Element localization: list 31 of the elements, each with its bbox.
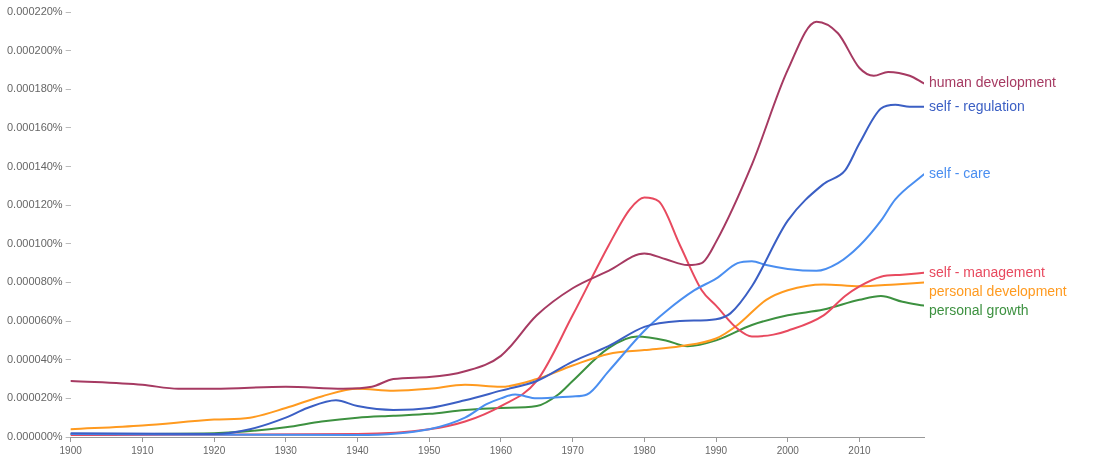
y-tick-label: 0.000180%: [6, 82, 63, 95]
line-series: [70, 20, 924, 390]
x-tick-label: 1900: [59, 444, 83, 456]
x-tick-label: 1940: [346, 444, 370, 456]
series-label: self - management: [929, 263, 1046, 280]
x-tick-label: 1980: [633, 444, 656, 456]
y-tick-label: 0.000100%: [6, 236, 63, 249]
x-tick-label: 1920: [202, 444, 226, 456]
x-tick-label: 1990: [704, 444, 728, 456]
y-tick-label: 0.000060%: [6, 314, 63, 327]
series-label: self - regulation: [929, 97, 1025, 114]
y-tick-label: 0.000120%: [6, 198, 63, 211]
y-tick-label: 0.000040%: [6, 352, 63, 365]
x-tick-label: 2010: [848, 444, 872, 456]
x-tick-label: 2000: [776, 444, 800, 456]
series-label: human development: [929, 74, 1056, 91]
x-tick-label: 1910: [131, 444, 154, 456]
x-tick-label: 1970: [561, 444, 585, 456]
series-label: personal growth: [929, 301, 1029, 318]
y-tick-label: 0.000160%: [6, 120, 63, 133]
y-tick-label: 0.000080%: [6, 275, 63, 288]
series-label: personal development: [929, 282, 1067, 299]
x-tick-label: 1960: [489, 444, 513, 456]
x-tick-label: 1930: [274, 444, 298, 456]
y-tick-label: 0.000020%: [6, 391, 63, 404]
y-tick-label: 0.000140%: [6, 159, 63, 172]
y-tick-label: 0.000200%: [6, 43, 63, 56]
x-tick-label: 1950: [418, 444, 441, 456]
series-label: self - care: [929, 165, 991, 182]
y-tick-label: 0.000220%: [6, 5, 63, 18]
y-tick-label: 0.000000%: [6, 430, 63, 443]
